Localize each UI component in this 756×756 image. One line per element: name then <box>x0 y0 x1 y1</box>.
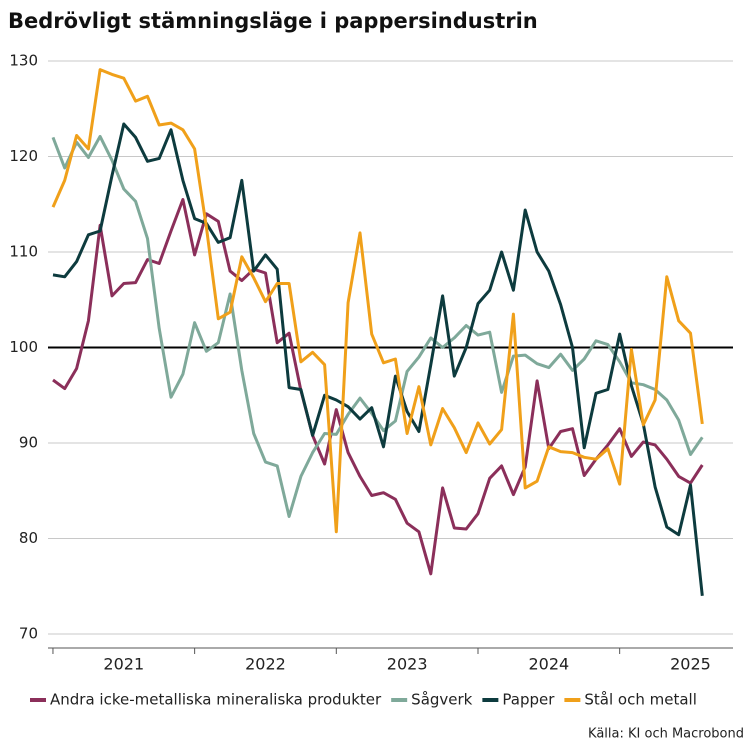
x-tick-label: 2025 <box>670 655 711 674</box>
series-line <box>52 198 704 576</box>
y-tick-label: 90 <box>19 434 38 452</box>
series-line <box>51 68 704 534</box>
legend-label: Sågverk <box>411 691 473 709</box>
series-line <box>51 134 704 518</box>
chart-title: Bedrövligt stämningsläge i pappersindust… <box>8 9 538 33</box>
source: Källa: KI och Macrobond <box>588 727 744 742</box>
y-tick-label: 80 <box>19 529 38 547</box>
legend-label: Stål och metall <box>584 691 696 709</box>
x-tick-label: 2022 <box>245 655 286 674</box>
x-tick-label: 2023 <box>387 655 428 674</box>
y-tick-label: 100 <box>9 338 38 356</box>
y-tick-label: 110 <box>9 243 38 261</box>
y-tick-label: 120 <box>9 147 38 165</box>
x-tick-label: 2024 <box>528 655 569 674</box>
x-tick-label: 2021 <box>103 655 144 674</box>
series-line <box>52 122 704 596</box>
y-tick-label: 130 <box>9 52 38 70</box>
y-tick-label: 70 <box>19 625 38 643</box>
legend-label: Papper <box>502 691 555 709</box>
legend-label: Andra icke-metalliska mineraliska produk… <box>50 691 382 709</box>
